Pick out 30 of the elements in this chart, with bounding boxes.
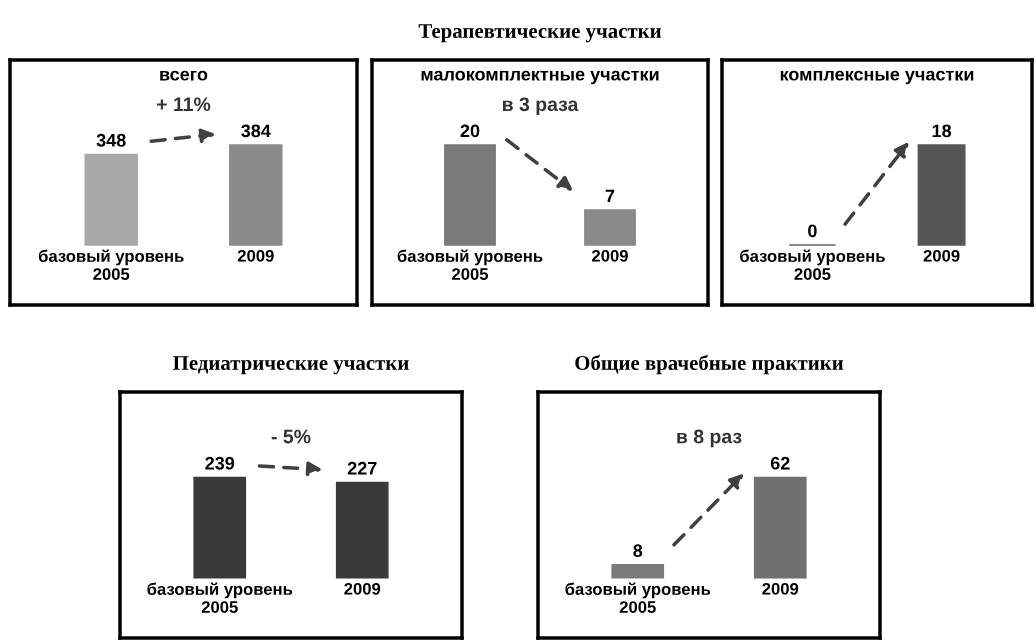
chart-title: Общие врачебные практики xyxy=(575,354,844,375)
data-label: 239 xyxy=(205,456,235,470)
x-tick-label: 2009 xyxy=(592,249,628,262)
text: в 8 раз xyxy=(677,429,742,448)
data-label: 0 xyxy=(808,224,817,238)
x-tick-label: 2009 xyxy=(237,249,274,262)
chart-title: Терапевтические участки xyxy=(418,24,662,43)
x-tick-label: базовый уровень 2005 xyxy=(147,582,293,613)
data-label: 20 xyxy=(460,124,480,138)
text: - 5% xyxy=(271,429,311,444)
chart-title: Педиатрические участки xyxy=(173,356,409,375)
x-tick-label: 2009 xyxy=(923,249,960,262)
chart-subtitle: всего xyxy=(160,70,208,81)
x-tick-label: базовый уровень 2005 xyxy=(740,249,885,280)
x-tick-label: 2009 xyxy=(344,582,381,595)
data-label: 7 xyxy=(605,189,615,203)
data-label: 62 xyxy=(770,456,790,470)
data-label: 348 xyxy=(96,133,126,147)
x-tick-label: базовый уровень 2005 xyxy=(565,582,711,613)
text: в 3 раза xyxy=(503,97,579,115)
data-label: 8 xyxy=(633,544,643,558)
chart-subtitle: комплексные участки xyxy=(780,70,974,85)
chart-subtitle: малокомплектные участки xyxy=(421,70,659,85)
data-label: 227 xyxy=(347,461,377,475)
text: + 11% xyxy=(157,97,211,112)
x-tick-label: базовый уровень 2005 xyxy=(38,249,184,280)
x-tick-label: базовый уровень 2005 xyxy=(397,249,543,280)
data-label: 18 xyxy=(932,124,952,138)
x-tick-label: 2009 xyxy=(762,582,799,595)
data-label: 384 xyxy=(241,124,271,138)
